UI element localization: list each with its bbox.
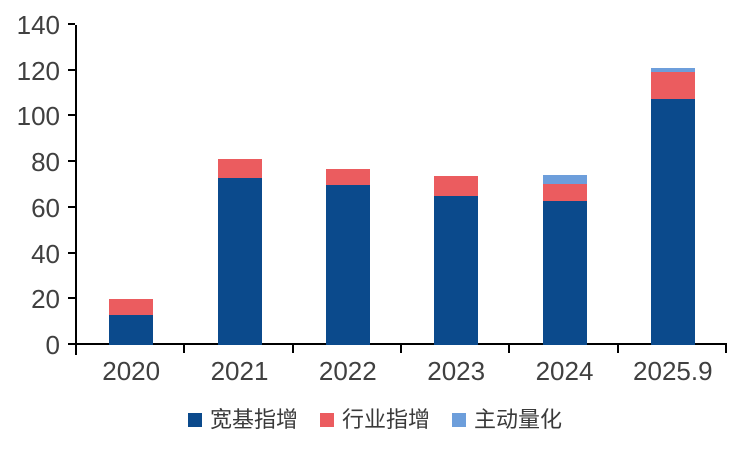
bar-segment-行业指增-2022 bbox=[325, 168, 370, 185]
bar-segment-宽基指增-2021 bbox=[217, 178, 262, 345]
x-axis-tick bbox=[616, 345, 619, 353]
x-axis-tick bbox=[75, 345, 77, 353]
y-axis-tick-label: 60 bbox=[31, 192, 60, 223]
legend: 宽基指增 行业指增 主动量化 bbox=[0, 403, 750, 437]
x-axis-category-label: 2021 bbox=[210, 356, 269, 386]
x-axis-category-label: 2024 bbox=[535, 356, 594, 386]
bar-segment-行业指增-2024 bbox=[542, 183, 587, 201]
legend-swatch-red bbox=[319, 413, 334, 427]
legend-item-kuanji-zhizeng: 宽基指增 bbox=[187, 407, 298, 432]
y-axis-tick bbox=[68, 160, 75, 162]
y-axis-tick-label: 40 bbox=[31, 238, 60, 269]
y-axis-line bbox=[75, 24, 77, 355]
legend-swatch-dark-blue bbox=[187, 413, 202, 427]
y-axis-tick-label: 20 bbox=[31, 284, 60, 315]
y-axis-tick-label: 0 bbox=[45, 330, 60, 360]
y-axis-tick-label: 80 bbox=[31, 147, 60, 177]
y-axis-tick-label: 120 bbox=[16, 55, 60, 86]
bar-segment-主动量化-2025.9 bbox=[650, 68, 695, 72]
x-axis-tick bbox=[291, 345, 294, 353]
bar-segment-宽基指增-2024 bbox=[542, 200, 587, 345]
bar-segment-宽基指增-2022 bbox=[325, 184, 370, 345]
y-axis-tick bbox=[68, 297, 75, 300]
bar-segment-行业指增-2023 bbox=[434, 175, 479, 197]
x-axis-tick bbox=[725, 345, 727, 353]
x-axis-category-label: 2023 bbox=[427, 356, 486, 386]
bar-segment-主动量化-2024 bbox=[542, 174, 587, 184]
x-axis-tick bbox=[400, 345, 402, 353]
legend-swatch-light-blue bbox=[452, 413, 466, 427]
y-axis-tick bbox=[68, 22, 75, 25]
bar-segment-行业指增-2025.9 bbox=[650, 71, 695, 100]
bar-segment-宽基指增-2023 bbox=[434, 196, 479, 345]
x-axis-category-label: 2020 bbox=[102, 356, 161, 386]
x-axis-line bbox=[75, 343, 727, 345]
bar-segment-行业指增-2021 bbox=[217, 158, 262, 178]
x-axis-category-label: 2025.9 bbox=[633, 356, 713, 386]
y-axis-tick bbox=[68, 251, 75, 254]
x-axis-tick bbox=[183, 345, 186, 353]
y-axis-tick bbox=[68, 205, 75, 208]
y-axis-tick-label: 140 bbox=[16, 9, 60, 40]
legend-label: 主动量化 bbox=[474, 407, 563, 432]
y-axis-tick-label: 100 bbox=[16, 101, 60, 132]
x-axis-category-label: 2022 bbox=[318, 356, 377, 386]
legend-item-zhudong-lianghua: 主动量化 bbox=[452, 409, 562, 431]
y-axis-tick bbox=[68, 114, 75, 117]
legend-item-hangye-zhizeng: 行业指增 bbox=[319, 407, 430, 432]
y-axis-tick bbox=[68, 68, 75, 71]
bar-segment-宽基指增-2025.9 bbox=[650, 99, 695, 345]
legend-label: 宽基指增 bbox=[209, 407, 298, 432]
bar-segment-行业指增-2020 bbox=[109, 299, 154, 316]
legend-label: 行业指增 bbox=[341, 407, 430, 432]
x-axis-tick bbox=[508, 345, 511, 353]
y-axis-tick bbox=[68, 343, 75, 345]
bar-segment-宽基指增-2020 bbox=[109, 315, 154, 345]
